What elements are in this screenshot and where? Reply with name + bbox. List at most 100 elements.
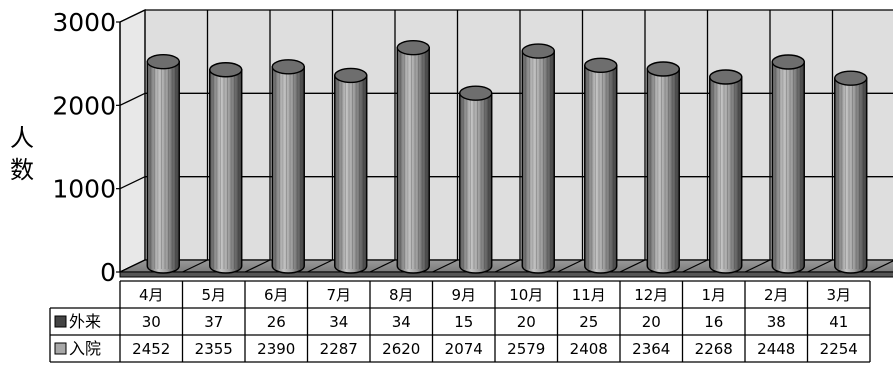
data-label: 34 <box>329 313 348 331</box>
bar <box>334 67 368 274</box>
bar <box>459 85 493 274</box>
legend-label: 入院 <box>69 339 101 358</box>
data-label: 2408 <box>570 340 608 358</box>
bar-body <box>396 46 430 274</box>
bar-cap <box>271 59 305 75</box>
bar-cap <box>584 57 618 74</box>
floor-edge <box>119 271 893 278</box>
floor-divider <box>557 259 583 273</box>
data-label: 2268 <box>695 340 733 358</box>
y-axis-label-char-1: 人 <box>10 124 34 152</box>
floor-divider <box>119 259 146 273</box>
y-axis-label-char-2: 数 <box>10 156 34 184</box>
data-label: 30 <box>142 313 161 331</box>
x-tick-label: 3月 <box>826 286 851 304</box>
bar-cap <box>834 70 868 86</box>
x-tick-label: 4月 <box>139 286 164 304</box>
data-label: 2355 <box>195 340 233 358</box>
x-tick-label: 2月 <box>764 286 789 304</box>
floor-divider <box>494 259 521 273</box>
floor-divider <box>869 260 893 273</box>
bar <box>771 54 805 274</box>
bar-body <box>521 50 555 274</box>
side-gridline <box>119 176 146 190</box>
data-label: 2074 <box>445 340 483 358</box>
bar-cap <box>146 53 180 70</box>
side-gridline <box>119 9 146 23</box>
data-label: 2452 <box>132 340 170 358</box>
bar-body <box>209 69 243 274</box>
x-tick-label: 8月 <box>389 286 414 304</box>
data-label: 2579 <box>507 340 545 358</box>
bar <box>209 62 243 274</box>
floor-divider <box>619 259 646 273</box>
bar <box>396 39 430 274</box>
bar <box>521 43 555 274</box>
data-label: 15 <box>454 313 473 331</box>
data-label: 2448 <box>757 340 795 358</box>
y-tick-label: 1000 <box>52 175 116 204</box>
x-tick-label: 6月 <box>264 286 289 304</box>
data-label: 25 <box>579 313 598 331</box>
data-label: 2254 <box>820 340 858 358</box>
floor-divider <box>307 259 333 273</box>
bar-body <box>271 66 305 274</box>
y-tick-label: 2000 <box>52 91 116 120</box>
data-label: 34 <box>392 313 411 331</box>
data-label: 38 <box>767 313 786 331</box>
data-label: 2620 <box>382 340 420 358</box>
bar-body <box>584 64 618 274</box>
legend-swatch <box>54 315 67 328</box>
legend-swatch <box>54 342 67 355</box>
bar-cap <box>334 67 368 84</box>
y-tick-label: 0 <box>100 258 116 287</box>
bar-cap <box>459 85 493 101</box>
floor-divider <box>432 259 458 273</box>
data-label: 20 <box>642 313 661 331</box>
bar <box>584 57 618 274</box>
floor-divider <box>744 259 771 273</box>
bar-body <box>334 74 368 274</box>
x-tick-label: 11月 <box>572 286 606 304</box>
floor-divider <box>369 259 396 273</box>
data-label: 41 <box>829 313 848 331</box>
bar-body <box>646 68 680 274</box>
bar-body <box>771 61 805 274</box>
x-tick-label: 1月 <box>701 286 726 304</box>
bar-cap <box>709 69 743 85</box>
bar <box>709 69 743 274</box>
legend-label: 外来 <box>69 312 101 331</box>
bar <box>271 59 305 274</box>
bar-cap <box>771 54 805 70</box>
floor-divider <box>244 259 271 273</box>
data-label: 20 <box>517 313 536 331</box>
data-label: 2364 <box>632 340 670 358</box>
floor-divider <box>682 259 708 273</box>
bar-cap <box>209 62 243 78</box>
side-wall <box>119 9 146 273</box>
floor-divider <box>807 259 833 273</box>
bar-cap <box>646 61 680 77</box>
data-label: 16 <box>704 313 723 331</box>
bar-body <box>146 60 180 274</box>
bar-layer <box>146 39 868 274</box>
x-tick-label: 7月 <box>326 286 351 304</box>
data-label: 37 <box>204 313 223 331</box>
bar <box>646 61 680 274</box>
bar-cap <box>521 43 555 59</box>
bar <box>834 70 868 274</box>
bar-cap <box>396 39 430 56</box>
bar-body <box>709 76 743 274</box>
y-axis-label: 人 数 <box>10 124 34 184</box>
x-tick-label: 10月 <box>509 286 543 304</box>
floor-divider <box>182 259 208 273</box>
bar-body <box>834 77 868 274</box>
side-gridline <box>119 92 146 106</box>
x-tick-label: 5月 <box>201 286 226 304</box>
axis-layer: 0 1000 2000 3000 <box>52 8 893 287</box>
x-tick-label: 12月 <box>634 286 668 304</box>
x-tick-label: 9月 <box>451 286 476 304</box>
bar <box>146 53 180 274</box>
